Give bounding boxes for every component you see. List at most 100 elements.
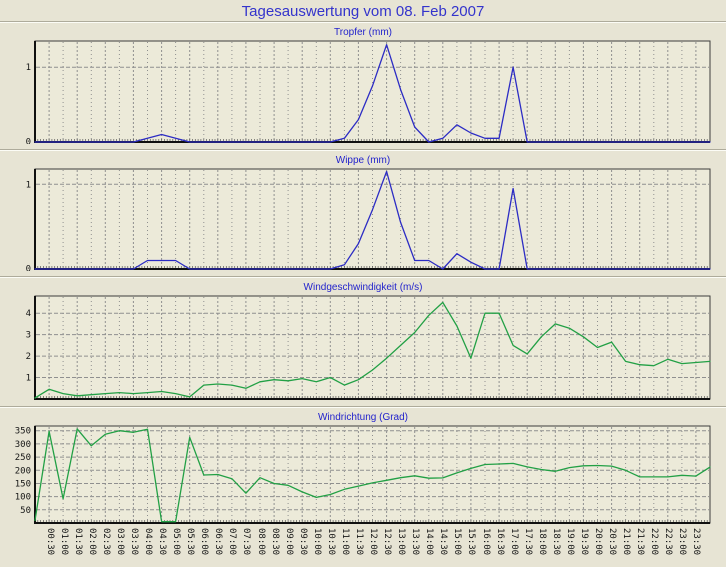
x-tick-label: 09:30 <box>297 528 308 556</box>
wippe-series-line <box>34 170 711 270</box>
plot-background <box>35 296 710 399</box>
x-tick-label: 05:30 <box>185 528 196 556</box>
x-axis-labels: 00:30 01:00 01:30 02:00 02:30 03:00 03:30 04:00… <box>0 525 726 567</box>
x-tick-label: 15:00 <box>452 528 463 556</box>
chart-title-tropfer: Tropfer (mm) <box>334 27 392 38</box>
x-tick-label: 14:00 <box>424 528 435 556</box>
svg-text:2: 2 <box>26 352 31 362</box>
svg-text:0: 0 <box>26 265 31 272</box>
divider <box>0 276 726 278</box>
svg-text:1: 1 <box>26 374 31 384</box>
x-tick-label: 18:00 <box>536 528 547 556</box>
divider <box>0 149 726 151</box>
x-tick-label: 14:30 <box>438 528 449 556</box>
x-tick-label: 19:30 <box>578 528 589 556</box>
y-axis-labels: 01 <box>26 180 31 271</box>
x-tick-label: 06:00 <box>199 528 210 556</box>
chart-section-windrichtung: Windrichtung (Grad) 50 100 150 200 250 300 350 <box>0 408 726 525</box>
svg-text:150: 150 <box>15 480 31 490</box>
x-tick-label: 09:00 <box>283 528 294 556</box>
svg-text:200: 200 <box>15 466 31 476</box>
x-tick-label: 04:30 <box>157 528 168 556</box>
x-tick-label: 02:30 <box>100 528 111 556</box>
x-tick-label: 22:30 <box>663 528 674 556</box>
divider <box>0 406 726 408</box>
x-tick-label: 16:00 <box>480 528 491 556</box>
x-tick-label: 03:00 <box>114 528 125 556</box>
x-tick-label: 07:30 <box>241 528 252 556</box>
x-tick-label: 11:00 <box>339 528 350 556</box>
tropfer-series-line <box>34 44 711 143</box>
x-tick-label: 19:00 <box>564 528 575 556</box>
x-tick-label: 00:30 <box>44 528 55 556</box>
x-tick-label: 12:30 <box>382 528 393 556</box>
plot-background <box>35 41 710 142</box>
chart-title-windrichtung: Windrichtung (Grad) <box>317 412 409 423</box>
x-tick-label: 11:30 <box>353 528 364 556</box>
svg-text:0: 0 <box>26 138 31 145</box>
x-tick-label: 12:00 <box>368 528 378 556</box>
chart-section-windgeschwindigkeit: Windgeschwindigkeit (m/s) 1 2 3 4 <box>0 278 726 408</box>
chart-plot-windrichtung: 50 100 150 200 250 300 350 <box>0 425 726 525</box>
x-tick-label: 22:00 <box>649 528 660 556</box>
chart-title-windgeschwindigkeit: Windgeschwindigkeit (m/s) <box>303 282 423 293</box>
minor-ticks <box>34 520 711 522</box>
windrichtung-series-line <box>34 428 711 523</box>
x-tick-label: 04:00 <box>143 528 153 556</box>
page-title: Tagesauswertung vom 08. Feb 2007 <box>241 3 485 20</box>
x-tick-label: 15:30 <box>466 528 477 556</box>
x-tick-label: 17:00 <box>508 528 519 556</box>
x-tick-label: 20:00 <box>593 528 603 556</box>
minor-ticks <box>34 139 711 141</box>
windgeschwindigkeit-series-line <box>34 301 711 399</box>
x-tick-label: 23:30 <box>691 528 702 556</box>
x-tick-label: 06:30 <box>213 528 224 556</box>
x-tick-label: 08:30 <box>269 528 280 556</box>
plot-background <box>35 426 710 523</box>
divider <box>0 21 726 23</box>
x-tick-label: 08:00 <box>255 528 266 556</box>
x-tick-label: 02:00 <box>86 528 97 556</box>
x-tick-label: 07:00 <box>227 528 238 556</box>
x-tick-label: 03:30 <box>128 528 139 556</box>
x-tick-label: 13:30 <box>410 528 421 556</box>
y-axis-labels: 1 2 3 4 <box>26 309 31 383</box>
x-tick-label: 01:30 <box>72 528 83 556</box>
minor-ticks <box>34 396 711 398</box>
x-tick-label: 16:30 <box>494 528 505 556</box>
svg-text:250: 250 <box>15 453 31 463</box>
svg-text:3: 3 <box>26 331 31 341</box>
tropfer-svg: 01 <box>26 40 711 144</box>
y-axis-labels: 01 <box>26 63 31 144</box>
gridlines <box>36 42 709 141</box>
x-tick-label: 21:00 <box>621 528 632 556</box>
axis-lines <box>34 426 710 524</box>
chart-title-wippe: Wippe (mm) <box>335 155 391 166</box>
svg-text:1: 1 <box>26 180 31 190</box>
x-tick-label: 10:30 <box>325 528 336 556</box>
x-tick-label: 05:00 <box>171 528 182 556</box>
svg-text:4: 4 <box>26 309 31 319</box>
svg-text:100: 100 <box>15 493 31 503</box>
svg-text:50: 50 <box>20 506 31 516</box>
gridlines <box>36 170 709 268</box>
axis-lines <box>34 296 710 400</box>
x-tick-label: 20:30 <box>607 528 618 556</box>
x-tick-label: 17:30 <box>522 528 533 556</box>
x-tick-label: 01:00 <box>58 528 69 556</box>
chart-plot-windgeschwindigkeit: 1 2 3 4 <box>0 295 726 401</box>
svg-text:1: 1 <box>26 63 31 73</box>
windrichtung-svg: 50 100 150 200 250 300 350 <box>15 425 711 524</box>
x-tick-label: 10:00 <box>311 528 322 556</box>
svg-text:300: 300 <box>15 440 31 450</box>
gridlines <box>36 427 709 522</box>
svg-text:350: 350 <box>15 427 31 437</box>
windgeschwindigkeit-svg: 1 2 3 4 <box>26 295 711 400</box>
x-tick-label: 13:00 <box>396 528 407 556</box>
x-tick-label: 18:30 <box>550 528 561 556</box>
